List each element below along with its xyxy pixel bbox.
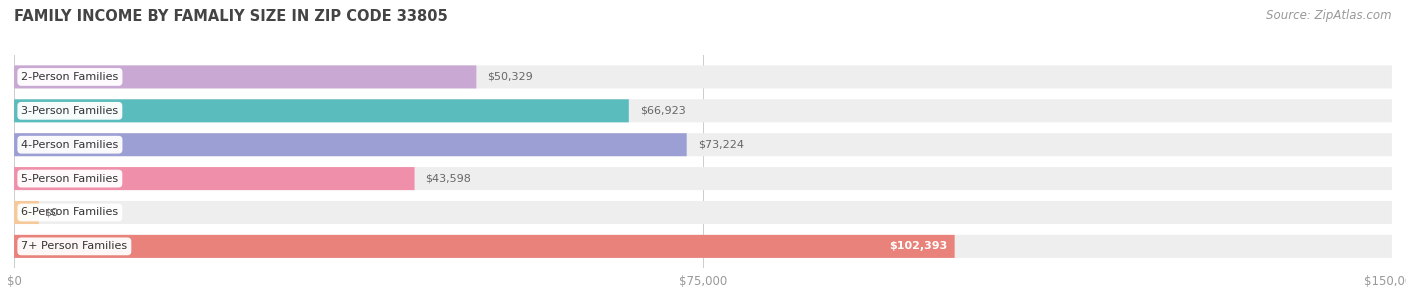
Text: $73,224: $73,224 — [697, 140, 744, 150]
Text: 6-Person Families: 6-Person Families — [21, 207, 118, 217]
Text: 3-Person Families: 3-Person Families — [21, 106, 118, 116]
Text: $43,598: $43,598 — [426, 174, 471, 184]
FancyBboxPatch shape — [14, 99, 628, 122]
Text: Source: ZipAtlas.com: Source: ZipAtlas.com — [1267, 9, 1392, 22]
FancyBboxPatch shape — [14, 65, 1392, 88]
Text: $66,923: $66,923 — [640, 106, 686, 116]
FancyBboxPatch shape — [14, 133, 1392, 156]
Text: 7+ Person Families: 7+ Person Families — [21, 241, 128, 251]
FancyBboxPatch shape — [14, 167, 1392, 190]
Text: $50,329: $50,329 — [488, 72, 533, 82]
FancyBboxPatch shape — [14, 133, 686, 156]
FancyBboxPatch shape — [14, 99, 1392, 122]
Text: $0: $0 — [45, 207, 59, 217]
Text: 4-Person Families: 4-Person Families — [21, 140, 118, 150]
FancyBboxPatch shape — [14, 167, 415, 190]
FancyBboxPatch shape — [14, 235, 955, 258]
FancyBboxPatch shape — [14, 201, 39, 224]
FancyBboxPatch shape — [14, 235, 1392, 258]
FancyBboxPatch shape — [14, 201, 1392, 224]
Text: 2-Person Families: 2-Person Families — [21, 72, 118, 82]
Text: FAMILY INCOME BY FAMALIY SIZE IN ZIP CODE 33805: FAMILY INCOME BY FAMALIY SIZE IN ZIP COD… — [14, 9, 447, 24]
Text: $102,393: $102,393 — [890, 241, 948, 251]
FancyBboxPatch shape — [14, 65, 477, 88]
Text: 5-Person Families: 5-Person Families — [21, 174, 118, 184]
